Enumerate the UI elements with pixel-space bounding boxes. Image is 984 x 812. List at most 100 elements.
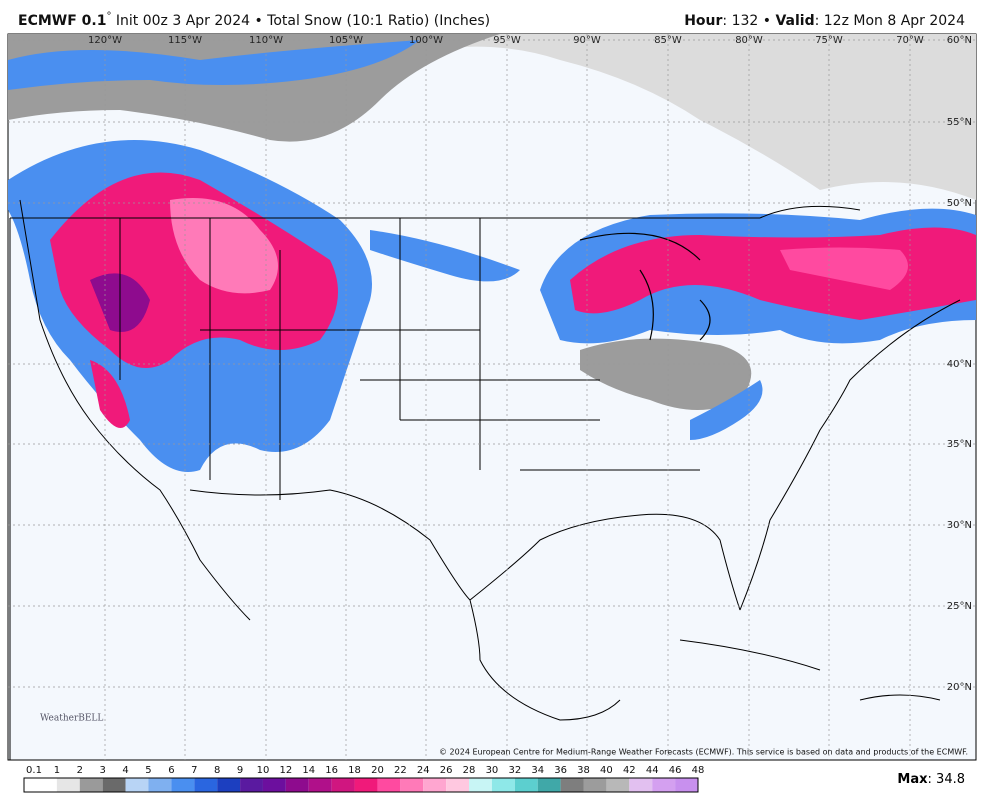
max: : 34.8 xyxy=(928,772,965,787)
hour: : 132 • xyxy=(722,13,775,29)
color-step xyxy=(400,778,424,792)
colorbar-label: 12 xyxy=(279,765,292,776)
valid-label: Valid xyxy=(775,13,814,29)
colorbar-label: 24 xyxy=(417,765,430,776)
header-left: ECMWF 0.1° Init 00z 3 Apr 2024 • Total S… xyxy=(18,11,490,29)
lon-label: 90°W xyxy=(573,35,601,46)
max-label: Max xyxy=(897,772,928,787)
color-step xyxy=(240,778,263,792)
color-step xyxy=(34,778,57,792)
colorbar-label: 34 xyxy=(531,765,544,776)
colorbar-label: 9 xyxy=(237,765,243,776)
lat-label: 55°N xyxy=(947,117,972,128)
map: 120°W 115°W 110°W 105°W 100°W 95°W 90°W 85°W 80°… xyxy=(7,33,977,761)
color-step xyxy=(377,778,401,792)
valid: : 12z Mon 8 Apr 2024 xyxy=(815,13,965,29)
color-step xyxy=(56,778,80,792)
colorbar-label: 42 xyxy=(623,765,636,776)
model: ECMWF 0.1 xyxy=(18,13,106,29)
colorbar-label: 22 xyxy=(394,765,407,776)
color-step xyxy=(79,778,103,792)
boundaries xyxy=(9,199,961,760)
lon-label: 70°W xyxy=(896,35,924,46)
colorbar-label: 1 xyxy=(54,765,60,776)
colorbar-label: 14 xyxy=(302,765,315,776)
colorbar-label: 0.1 xyxy=(26,765,42,776)
color-step xyxy=(354,778,378,792)
colorbar-label: 40 xyxy=(600,765,613,776)
lat-label: 60°N xyxy=(947,35,972,46)
color-step xyxy=(125,778,149,792)
color-step xyxy=(194,778,218,792)
color-step xyxy=(469,778,492,792)
max-value: Max: 34.8 xyxy=(897,772,965,787)
color-step xyxy=(514,778,538,792)
colorbar-label: 3 xyxy=(100,765,106,776)
colorbar: 0.1 1 2 3 4 5 6 7 8 9 10 12 14 16 18 20 22 24 26 28 30 32 34 36… xyxy=(23,765,705,793)
degree: ° xyxy=(106,11,111,22)
colorbar-label: 4 xyxy=(122,765,128,776)
lon-label: 75°W xyxy=(815,35,843,46)
lon-label: 95°W xyxy=(493,35,521,46)
lon-label: 80°W xyxy=(735,35,763,46)
color-step xyxy=(148,778,172,792)
color-step xyxy=(606,778,630,792)
colorbar-label: 16 xyxy=(325,765,338,776)
color-step xyxy=(285,778,309,792)
colorbar-label: 36 xyxy=(554,765,567,776)
color-step xyxy=(675,778,698,792)
color-step xyxy=(629,778,653,792)
color-step xyxy=(308,778,332,792)
colorbar-label: 20 xyxy=(371,765,384,776)
lat-label: 25°N xyxy=(947,601,972,612)
lat-label: 20°N xyxy=(947,682,972,693)
lat-label: 30°N xyxy=(947,520,972,531)
lon-label: 100°W xyxy=(409,35,443,46)
color-step xyxy=(24,778,34,792)
header-right: Hour: 132 • Valid: 12z Mon 8 Apr 2024 xyxy=(684,13,965,29)
colorbar-label: 5 xyxy=(145,765,151,776)
graticule: 120°W 115°W 110°W 105°W 100°W 95°W 90°W 85°W 80°… xyxy=(8,34,976,760)
lon-label: 105°W xyxy=(329,35,363,46)
colorbar-label: 2 xyxy=(77,765,83,776)
color-step xyxy=(652,778,676,792)
colorbar-label: 7 xyxy=(191,765,197,776)
color-step xyxy=(560,778,584,792)
colorbar-label: 48 xyxy=(692,765,705,776)
lon-label: 115°W xyxy=(168,35,202,46)
colorbar-label: 28 xyxy=(463,765,476,776)
color-step xyxy=(217,778,241,792)
run-info: Init 00z 3 Apr 2024 • Total Snow (10:1 R… xyxy=(111,13,490,29)
colorbar-label: 18 xyxy=(348,765,361,776)
colorbar-label: 32 xyxy=(508,765,521,776)
colorbar-label: 6 xyxy=(168,765,174,776)
colorbar-label: 8 xyxy=(214,765,220,776)
color-step xyxy=(537,778,561,792)
color-step xyxy=(331,778,355,792)
hour-label: Hour xyxy=(684,13,722,29)
color-step xyxy=(491,778,515,792)
logo: WeatherBELL xyxy=(40,714,103,724)
color-step xyxy=(446,778,470,792)
colorbar-label: 38 xyxy=(577,765,590,776)
colorbar-label: 46 xyxy=(669,765,682,776)
colorbar-label: 26 xyxy=(440,765,453,776)
colorbar-frame xyxy=(23,777,699,793)
copyright: © 2024 European Centre for Medium-Range … xyxy=(439,748,968,757)
color-step xyxy=(262,778,286,792)
colorbar-label: 30 xyxy=(486,765,499,776)
lon-label: 110°W xyxy=(249,35,283,46)
color-step xyxy=(423,778,447,792)
colorbar-label: 44 xyxy=(646,765,659,776)
color-step xyxy=(583,778,607,792)
lon-label: 85°W xyxy=(654,35,682,46)
colorbar-label: 10 xyxy=(257,765,270,776)
lat-label: 35°N xyxy=(947,439,972,450)
lat-label: 50°N xyxy=(947,198,972,209)
lat-label: 40°N xyxy=(947,359,972,370)
lon-label: 120°W xyxy=(88,35,122,46)
color-step xyxy=(171,778,195,792)
color-step xyxy=(102,778,126,792)
